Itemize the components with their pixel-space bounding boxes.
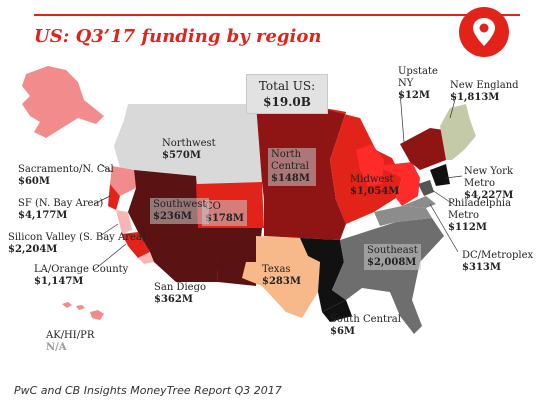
region-midwest [312, 106, 402, 224]
label-southwest: Southwest $236M [150, 198, 210, 224]
label-texas: Texas $283M [262, 264, 301, 287]
region-midwest-east [376, 162, 420, 206]
label-silicon-valley: Silicon Valley (S. Bay Area) $2,204M [8, 232, 146, 255]
label-ny-metro: New York Metro $4,227M [464, 166, 514, 201]
total-us-box: Total US: $19.0B [246, 74, 328, 114]
label-philadelphia-metro: Philadelphia Metro $112M [448, 198, 512, 233]
leader-lines [93, 91, 463, 271]
total-label: Total US: [258, 79, 316, 93]
region-florida [390, 292, 422, 334]
region-upstate-ny [400, 128, 446, 170]
region-southeast-light [374, 206, 432, 226]
region-la-oc [122, 232, 150, 258]
label-new-england: New England $1,813M [450, 80, 519, 103]
total-value: $19.0B [263, 95, 311, 109]
location-pin-icon [459, 7, 509, 57]
label-dc-metroplex: DC/Metroplex $313M [462, 250, 534, 273]
label-sacramento: Sacramento/N. Cal $60M [18, 164, 114, 187]
region-hawaii [62, 302, 104, 320]
label-northwest: Northwest $570M [162, 138, 216, 161]
region-new-england [440, 104, 476, 160]
label-sf-north-bay: SF (N. Bay Area) $4,177M [18, 198, 104, 221]
region-south-central [264, 236, 346, 312]
region-texas [242, 236, 320, 318]
title-rule [34, 14, 520, 16]
label-ak-hi-pr: AK/HI/PR N/A [46, 330, 95, 353]
region-midwest-michigan [356, 144, 384, 186]
region-alaska [22, 66, 104, 138]
region-philadelphia [418, 180, 434, 196]
region-ny-metro [430, 164, 450, 186]
region-silicon-valley [116, 210, 132, 234]
label-colorado: CO $178M [202, 200, 247, 226]
label-southeast: Southeast $2,008M [364, 244, 421, 270]
map-title: US: Q3’17 funding by region [34, 26, 322, 47]
region-sacramento [110, 166, 136, 196]
region-louisiana [322, 300, 352, 322]
label-san-diego: San Diego $362M [154, 282, 206, 305]
region-san-diego [138, 252, 154, 264]
region-sf-north-bay [108, 184, 120, 210]
region-midwest-plains [264, 200, 346, 240]
source-caption: PwC and CB Insights MoneyTree Report Q3 … [14, 384, 282, 397]
region-dc-metroplex [402, 196, 436, 208]
label-upstate-ny: Upstate NY $12M [398, 66, 438, 101]
region-northwest [114, 104, 262, 184]
label-south-central: South Central $6M [330, 314, 401, 337]
label-midwest: Midwest $1,054M [350, 174, 400, 197]
label-north-central: North Central $148M [268, 148, 316, 186]
label-la-orange-county: LA/Orange County $1,147M [34, 264, 129, 287]
